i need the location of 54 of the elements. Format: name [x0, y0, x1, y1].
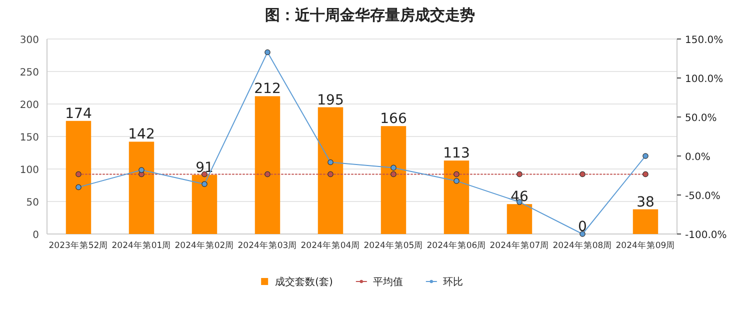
- x-tick-label: 2024年第09周: [616, 240, 676, 251]
- y2-tick-label: 100.0%: [685, 74, 724, 85]
- x-tick-label: 2024年第03周: [238, 240, 298, 251]
- x-tick-label: 2024年第04周: [300, 240, 360, 251]
- data-label: 212: [254, 81, 281, 98]
- data-label: 166: [380, 111, 407, 128]
- data-label: 38: [636, 194, 654, 210]
- y-tick-label: 200: [20, 100, 39, 111]
- point: [454, 178, 460, 184]
- point: [390, 164, 396, 171]
- bar: [128, 142, 154, 234]
- bar: [632, 209, 658, 234]
- point: [580, 231, 586, 237]
- point: [138, 167, 144, 173]
- bar: [66, 120, 92, 234]
- data-label: 142: [128, 126, 155, 143]
- data-label: 195: [317, 92, 344, 108]
- data-label: 0: [578, 219, 587, 235]
- bar: [444, 160, 470, 234]
- chart-title: 图：近十周金华存量房成交走势: [265, 6, 475, 24]
- y-tick-label: 100: [20, 165, 39, 176]
- x-tick-label: 2024年第02周: [174, 240, 234, 251]
- y2-tick-label: -50.0%: [685, 191, 720, 202]
- point: [264, 49, 270, 56]
- x-tick-label: 2024年第08周: [552, 240, 612, 251]
- y2-tick-label: -100.0%: [685, 230, 727, 241]
- y-tick-label: 0: [32, 230, 39, 241]
- data-label: 91: [196, 160, 214, 176]
- y2-tick-label: 150.0%: [685, 35, 724, 46]
- data-label: 113: [443, 146, 470, 162]
- x-tick-label: 2024年第05周: [364, 240, 424, 251]
- bar: [506, 204, 532, 234]
- legend-label: 环比: [442, 276, 463, 288]
- x-tick-label: 2024年第01周: [112, 240, 172, 251]
- y-tick-label: 250: [20, 68, 39, 78]
- bar: [192, 174, 218, 234]
- x-tick-label: 2024年第06周: [426, 240, 486, 251]
- y2-tick-label: 50.0%: [685, 113, 717, 124]
- bar: [380, 126, 406, 234]
- y-tick-label: 300: [20, 35, 39, 46]
- y-tick-label: 50: [26, 198, 39, 208]
- y2-tick-label: 0.0%: [685, 152, 710, 163]
- legend-label: 平均值: [372, 276, 403, 288]
- point: [202, 181, 208, 187]
- point: [76, 184, 82, 190]
- x-tick-label: 2023年第52周: [48, 240, 108, 251]
- point: [642, 153, 648, 159]
- y-tick-label: 150: [20, 132, 39, 144]
- point: [328, 159, 334, 166]
- x-tick-label: 2024年第07周: [490, 240, 550, 251]
- bar: [318, 107, 344, 234]
- legend-label: 成交套数(套): [275, 276, 333, 288]
- data-label: 174: [65, 106, 92, 122]
- bar: [254, 96, 280, 234]
